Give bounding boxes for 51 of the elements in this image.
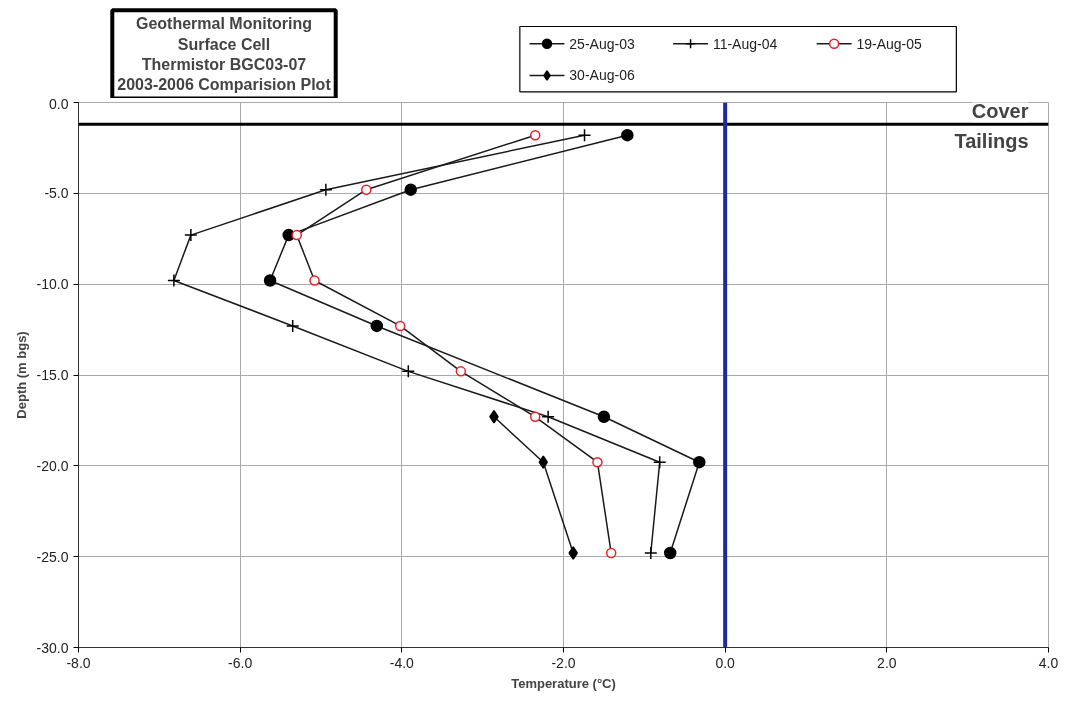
point bbox=[184, 228, 198, 242]
point bbox=[592, 456, 603, 468]
x-axis-title: Temperature (°C) bbox=[511, 675, 616, 691]
x-tick-label: 0.0 bbox=[715, 654, 736, 671]
point bbox=[529, 411, 541, 423]
x-tick-label: -6.0 bbox=[228, 654, 253, 671]
y-tick-label: -15.0 bbox=[36, 367, 69, 383]
point bbox=[529, 129, 541, 141]
point bbox=[693, 455, 706, 469]
y-tick-label: -10.0 bbox=[36, 276, 69, 293]
point bbox=[263, 274, 277, 287]
point bbox=[568, 546, 578, 560]
point bbox=[394, 320, 406, 332]
legend-label: 11-Aug-04 bbox=[712, 35, 778, 52]
point bbox=[404, 183, 417, 196]
point bbox=[361, 184, 372, 195]
point bbox=[167, 273, 181, 288]
point bbox=[652, 455, 667, 469]
y-tick-label: 0.0 bbox=[49, 95, 69, 112]
point bbox=[644, 546, 658, 560]
x-tick-label: 2.0 bbox=[877, 654, 897, 671]
y-tick-label: -5.0 bbox=[44, 185, 69, 202]
point bbox=[319, 182, 333, 197]
x-tick-label: -4.0 bbox=[389, 654, 415, 671]
point bbox=[605, 547, 617, 559]
y-tick-label: -25.0 bbox=[36, 548, 69, 565]
annotation: Tailings bbox=[954, 130, 1029, 153]
point bbox=[597, 410, 611, 424]
x-tick-label: -2.0 bbox=[551, 654, 576, 671]
y-axis-title: Depth (m bgs) bbox=[13, 331, 29, 419]
point bbox=[489, 410, 499, 424]
y-tick-label: -20.0 bbox=[36, 457, 69, 474]
point bbox=[663, 546, 677, 560]
point bbox=[285, 319, 300, 333]
point bbox=[370, 319, 384, 333]
legend-label: 25-Aug-03 bbox=[569, 35, 635, 52]
y-tick-label: -30.0 bbox=[36, 639, 69, 656]
annotation: Cover bbox=[971, 100, 1029, 123]
point bbox=[577, 128, 592, 142]
point bbox=[455, 366, 467, 377]
point bbox=[621, 128, 634, 142]
point bbox=[401, 364, 416, 379]
point bbox=[538, 455, 549, 469]
point bbox=[541, 410, 555, 424]
x-tick-label: 4.0 bbox=[1038, 654, 1059, 671]
legend-label: 30-Aug-06 bbox=[569, 67, 635, 84]
point bbox=[309, 275, 320, 286]
point bbox=[291, 229, 302, 241]
chart-title: Geothermal Monitoring Surface Cell Thermistor BGC03-07 2003-2006 Comparision Plot bbox=[117, 15, 332, 94]
x-tick-label: -8.0 bbox=[66, 654, 91, 671]
legend-label: 19-Aug-05 bbox=[856, 35, 923, 52]
